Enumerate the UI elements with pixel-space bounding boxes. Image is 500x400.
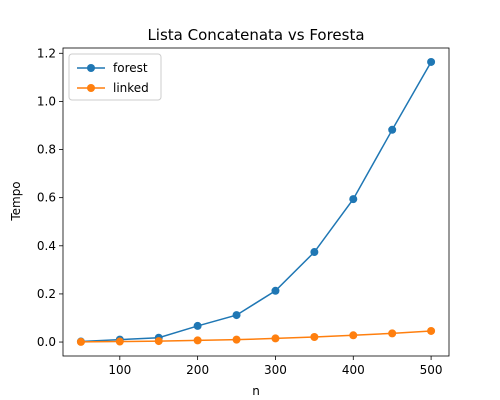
y-tick-label: 0.8 [37,143,56,157]
data-point-forest [388,126,396,134]
legend-label-forest: forest [113,61,148,75]
data-point-linked [271,334,279,342]
chart-title: Lista Concatenata vs Foresta [147,26,364,44]
y-tick-label: 1.2 [37,46,56,60]
data-point-linked [77,338,85,346]
x-tick-label: 100 [108,363,131,377]
legend-marker-linked [87,84,95,92]
y-tick-label: 0.4 [37,239,56,253]
data-point-linked [155,337,163,345]
series-line-forest [81,62,431,342]
x-tick-label: 200 [186,363,209,377]
series-line-linked [81,331,431,342]
data-point-linked [427,327,435,335]
x-axis-label: n [252,384,260,398]
data-point-linked [233,336,241,344]
legend-label-linked: linked [113,81,149,95]
y-tick-label: 0.2 [37,287,56,301]
data-point-linked [388,329,396,337]
x-tick-label: 500 [420,363,443,377]
y-axis-label: Tempo [9,181,23,221]
data-point-linked [349,331,357,339]
x-tick-label: 300 [264,363,287,377]
x-tick-label: 400 [342,363,365,377]
data-point-forest [349,195,357,203]
data-point-linked [116,338,124,346]
y-tick-label: 0.6 [37,191,56,205]
data-point-forest [271,287,279,295]
y-tick-label: 1.0 [37,94,56,108]
data-point-forest [310,248,318,256]
data-point-forest [194,322,202,330]
legend: forest linked [69,54,161,100]
data-point-linked [310,333,318,341]
data-point-linked [194,336,202,344]
data-point-forest [427,58,435,66]
legend-marker-forest [87,64,95,72]
plot-area [77,58,435,346]
data-point-forest [233,311,241,319]
y-tick-label: 0.0 [37,335,56,349]
